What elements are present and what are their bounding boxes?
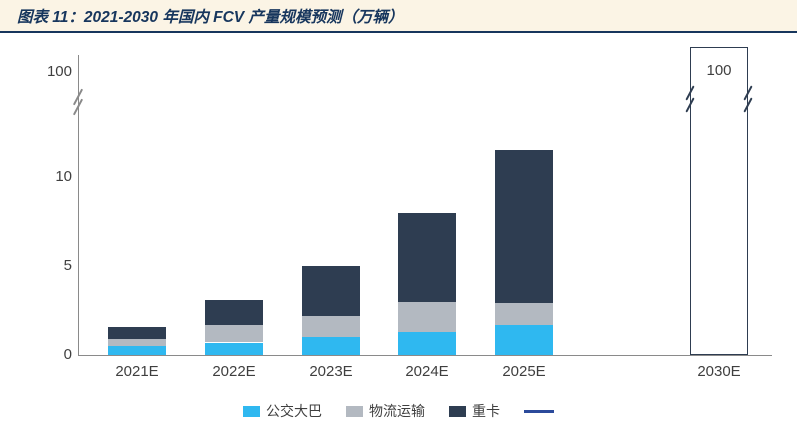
x-axis-label-2024E: 2024E [405,363,449,380]
bar-2022E-heavy-truck-segment [205,299,263,325]
legend-item-logistics: 物流运输 [346,401,425,421]
legend-swatch-line-marker [524,409,554,413]
bar-2024E-bus-segment [398,331,456,355]
chart-header: 图表 11：2021-2030 年国内 FCV 产量规模预测（万辆） [0,0,797,31]
bar-2021E-logistics-segment [108,339,166,347]
x-axis-label-2021E: 2021E [115,363,159,380]
legend-item-line-marker [524,409,554,413]
y-axis-line [78,55,79,355]
legend-swatch-logistics [346,405,363,417]
x-axis-label-2025E: 2025E [502,363,546,380]
bar-2023E-logistics-segment [302,315,360,338]
x-axis-label-2030E: 2030E [697,363,741,380]
bar-2030E-outline [690,47,748,355]
chart-title: 图表 11：2021-2030 年国内 FCV 产量规模预测（万辆） [17,9,404,26]
legend-swatch-bus [243,405,260,417]
bar-2023E-bus-segment [302,337,360,355]
y-tick-label-10: 10 [55,168,72,185]
y-tick-label-100: 100 [46,63,72,80]
title-underline [0,31,797,33]
legend-label-heavy-truck: 重卡 [472,403,500,419]
x-axis-line [78,355,772,356]
bar-2030E-value-label: 100 [706,62,732,79]
legend-swatch-heavy-truck [449,405,466,417]
bar-2024E-logistics-segment [398,301,456,332]
chart-legend: 公交大巴 物流运输 重卡 [0,401,797,421]
bar-2025E-logistics-segment [495,303,553,325]
bar-2025E-bus-segment [495,324,553,355]
legend-item-heavy-truck: 重卡 [449,401,500,421]
bar-2022E-logistics-segment [205,324,263,343]
legend-label-logistics: 物流运输 [369,403,425,419]
legend-label-bus: 公交大巴 [266,403,322,419]
y-tick-label-5: 5 [63,257,72,274]
bar-2024E-heavy-truck-segment [398,212,456,302]
y-tick-label-0: 0 [63,346,72,363]
bar-2025E-heavy-truck-segment [495,150,553,304]
bar-2021E-bus-segment [108,346,166,355]
x-axis-label-2022E: 2022E [212,363,256,380]
legend-item-bus: 公交大巴 [243,401,322,421]
bar-2021E-heavy-truck-segment [108,326,166,339]
x-axis-label-2023E: 2023E [309,363,353,380]
bar-2023E-heavy-truck-segment [302,266,360,316]
bar-2022E-bus-segment [205,342,263,355]
